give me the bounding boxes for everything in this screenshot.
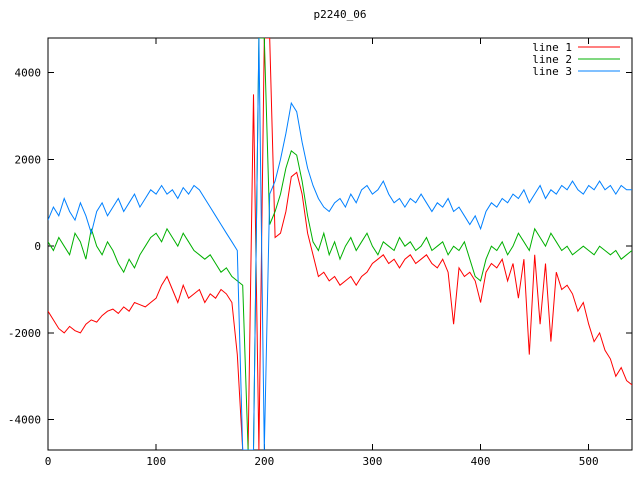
x-tick-label: 100 [146, 455, 166, 468]
x-tick-label: 200 [254, 455, 274, 468]
plot-content: 0 100 200 300 400 500 -4000 -2000 0 2000 4000 line … [8, 37, 633, 468]
series-line-1 [48, 38, 632, 450]
x-tick-label: 300 [363, 455, 383, 468]
plot-border [47, 37, 633, 451]
series-line-2 [48, 38, 632, 450]
y-tick-label: 0 [34, 240, 41, 253]
x-tick-label: 500 [579, 455, 599, 468]
legend-label: line 1 [532, 41, 572, 54]
y-tick-label: 2000 [15, 153, 42, 166]
y-tick-label: -2000 [8, 327, 41, 340]
x-tick-label: 0 [45, 455, 52, 468]
x-tick-label: 400 [471, 455, 491, 468]
legend-label: line 2 [532, 53, 572, 66]
series-line-3 [48, 38, 632, 450]
y-tick-label: -4000 [8, 414, 41, 427]
legend-label: line 3 [532, 65, 572, 78]
y-tick-label: 4000 [15, 67, 42, 80]
chart-title: p2240_06 [314, 8, 367, 21]
